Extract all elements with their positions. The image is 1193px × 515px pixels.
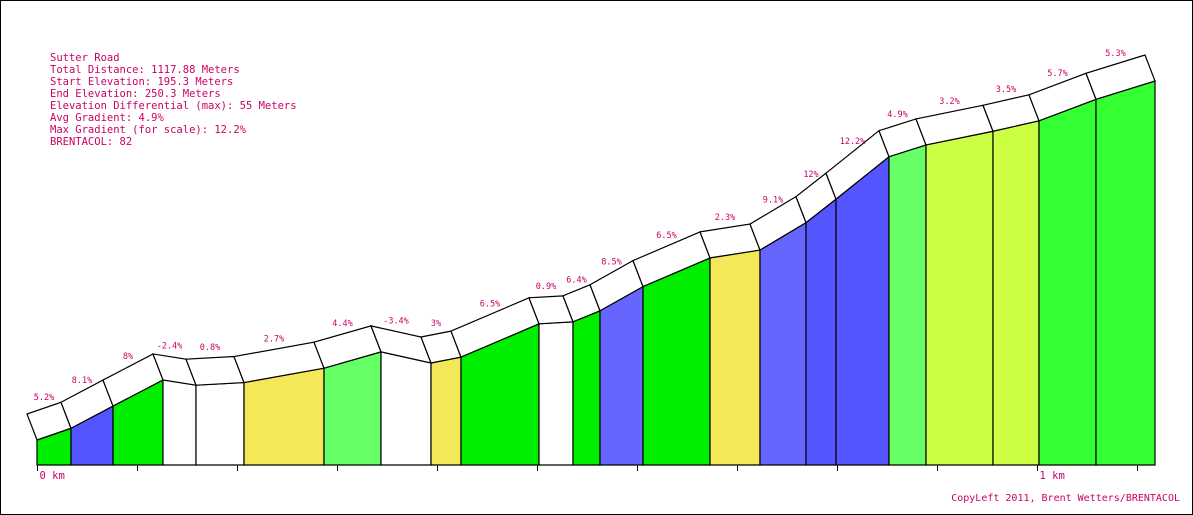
gradient-label: 8.1% bbox=[72, 376, 92, 386]
gradient-label: 8.5% bbox=[601, 258, 621, 268]
road-name: Sutter Road bbox=[50, 52, 120, 64]
brentacol-score: BRENTACOL: 82 bbox=[50, 136, 133, 148]
gradient-label: -3.4% bbox=[383, 316, 409, 326]
profile-segment bbox=[195, 381, 245, 466]
gradient-label: 0.8% bbox=[200, 343, 220, 353]
gradient-label: 6.5% bbox=[656, 231, 676, 241]
gradient-label: 9.1% bbox=[763, 195, 783, 205]
gradient-label: 4.4% bbox=[332, 319, 352, 329]
profile-segment bbox=[709, 249, 761, 466]
profile-segment bbox=[538, 321, 574, 466]
profile-segment bbox=[162, 379, 197, 466]
gradient-label: 6.5% bbox=[480, 299, 500, 309]
max-gradient: Max Gradient (for scale): 12.2% bbox=[50, 124, 246, 136]
gradient-label: 3.5% bbox=[996, 85, 1016, 95]
profile-segment bbox=[323, 351, 382, 466]
road-ribbon-segment bbox=[1085, 54, 1156, 101]
gradient-label: 5.7% bbox=[1047, 69, 1067, 79]
gradient-label: 3% bbox=[431, 319, 441, 329]
distance-tick-label: 0 km bbox=[40, 470, 65, 482]
total-distance: Total Distance: 1117.88 Meters bbox=[50, 64, 240, 76]
gradient-label: 6.4% bbox=[566, 275, 586, 285]
profile-segment bbox=[243, 367, 325, 466]
gradient-label: 8% bbox=[123, 352, 133, 362]
gradient-label: 2.3% bbox=[715, 213, 735, 223]
profile-segment bbox=[992, 120, 1040, 466]
copyleft-credit: CopyLeft 2011, Brent Wetters/BRENTACOL bbox=[951, 493, 1180, 504]
gradient-label: 3.2% bbox=[939, 97, 959, 107]
end-elevation: End Elevation: 250.3 Meters bbox=[50, 88, 221, 100]
profile-segment bbox=[805, 197, 837, 466]
elevation-differential: Elevation Differential (max): 55 Meters bbox=[50, 100, 297, 112]
profile-segment bbox=[380, 351, 432, 466]
gradient-label: 5.2% bbox=[34, 393, 54, 403]
profile-segment bbox=[1038, 98, 1097, 466]
gradient-label: 12% bbox=[803, 170, 818, 180]
gradient-label: 4.9% bbox=[887, 110, 907, 120]
profile-segment bbox=[925, 130, 994, 466]
start-elevation: Start Elevation: 195.3 Meters bbox=[50, 76, 234, 88]
avg-gradient: Avg Gradient: 4.9% bbox=[50, 112, 164, 124]
profile-segment bbox=[642, 256, 711, 466]
gradient-label: -2.4% bbox=[157, 342, 183, 352]
gradient-label: 5.3% bbox=[1105, 49, 1125, 59]
profile-segment bbox=[430, 356, 462, 466]
profile-segment bbox=[599, 285, 644, 466]
profile-segment bbox=[1095, 80, 1156, 466]
ride-info-panel: Sutter Road Total Distance: 1117.88 Mete… bbox=[50, 52, 297, 148]
profile-segment bbox=[572, 309, 601, 466]
profile-segment bbox=[835, 155, 890, 466]
profile-segment bbox=[888, 144, 927, 466]
gradient-label: 0.9% bbox=[536, 282, 556, 292]
profile-segment bbox=[759, 221, 807, 466]
gradient-label: 12.2% bbox=[840, 137, 866, 147]
distance-tick-label: 1 km bbox=[1040, 470, 1065, 482]
gradient-label: 2.7% bbox=[264, 334, 284, 344]
